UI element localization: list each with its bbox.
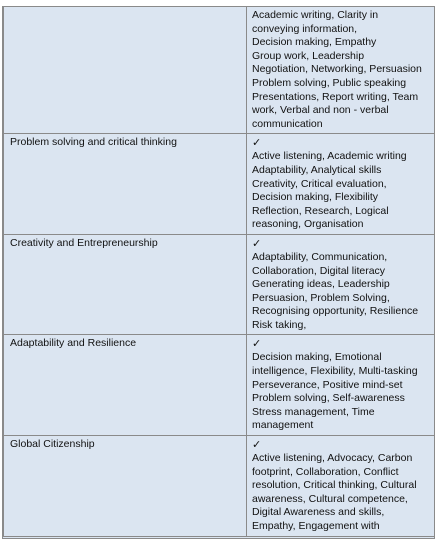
checkmark-icon: ✓ <box>252 337 262 351</box>
skills-text-line: awareness, Cultural competence, <box>252 492 408 505</box>
skills-cell: ✓ Active listening, Academic writing Adapt… <box>246 133 434 235</box>
attribute-label: Global Citizenship <box>10 438 95 451</box>
checkmark-icon: ✓ <box>252 136 262 150</box>
skills-text-line: communication <box>252 117 323 130</box>
skills-table-body: Academic writing, Clarity in conveying in… <box>3 6 434 537</box>
skills-text-line: Generating ideas, Leadership <box>252 278 390 291</box>
attribute-cell: Creativity and Entrepreneurship <box>3 233 247 336</box>
skills-cell: Academic writing, Clarity in conveying in… <box>246 6 434 135</box>
skills-text-line: Adaptability, Analytical skills <box>252 163 382 176</box>
skills-table-region: Academic writing, Clarity in conveying in… <box>2 6 435 539</box>
checkmark-icon: ✓ <box>252 236 262 250</box>
skills-text-line: Decision making, Flexibility <box>252 191 379 204</box>
attribute-cell: Adaptability and Resilience <box>3 334 247 437</box>
skills-text-line: management <box>252 419 314 432</box>
skills-text-line: Active listening, Advocacy, Carbon <box>252 452 413 465</box>
skills-text-line: Perseverance, Positive mind-set <box>252 378 403 391</box>
skills-text-line: Collaboration, Digital literacy <box>252 264 386 277</box>
skills-cell: ✓ Adaptability, Communication, Collaborati… <box>246 233 434 336</box>
attribute-cell: Global Citizenship <box>3 435 247 537</box>
skills-text-line: Recognising opportunity, Resilience <box>252 305 419 318</box>
attribute-label: Problem solving and critical thinking <box>10 136 177 149</box>
skills-text-line: Risk taking, <box>252 318 307 331</box>
attribute-cell: Problem solving and critical thinking <box>3 133 247 235</box>
attribute-label: Creativity and Entrepreneurship <box>10 236 158 249</box>
table-row: Global Citizenship ✓ Active listening, Adv… <box>3 435 434 537</box>
skills-cell: ✓ Decision making, Emotional intelligence,… <box>246 334 434 437</box>
skills-text-line: footprint, Collaboration, Conflict <box>252 465 399 478</box>
attribute-cell <box>3 6 247 135</box>
skills-text-line: Reflection, Research, Logical <box>252 204 389 217</box>
skills-text-line: intelligence, Flexibility, Multi-tasking <box>252 365 418 378</box>
table-row: Problem solving and critical thinking ✓ Ac… <box>3 133 434 235</box>
skills-text-line: Problem solving, Public speaking <box>252 76 407 89</box>
skills-text-line: Negotiation, Networking, Persuasion <box>252 63 422 76</box>
skills-text-line: Empathy, Engagement with <box>252 520 380 532</box>
skills-text-line: Digital Awareness and skills, <box>252 506 385 519</box>
skills-text-line: resolution, Critical thinking, Cultural <box>252 479 417 492</box>
skills-text-line: Group work, Leadership <box>252 49 365 62</box>
skills-text-line: Creativity, Critical evaluation, <box>252 177 387 190</box>
skills-text-line: reasoning, Organisation <box>252 218 364 231</box>
skills-text-line: Decision making, Emotional <box>252 351 382 364</box>
table-row: Creativity and Entrepreneurship ✓ Adaptabi… <box>3 233 434 336</box>
skills-text-line: Persuasion, Problem Solving, <box>252 291 390 304</box>
skills-text-line: work, Verbal and non - verbal <box>252 104 389 117</box>
checkmark-icon: ✓ <box>252 438 262 452</box>
table-row: Academic writing, Clarity in conveying in… <box>3 6 434 135</box>
skills-text-line: Stress management, Time <box>252 405 375 418</box>
skills-text-line: Problem solving, Self-awareness <box>252 392 405 405</box>
skills-text-line: Presentations, Report writing, Team <box>252 90 419 103</box>
attribute-label: Adaptability and Resilience <box>10 337 137 350</box>
skills-cell: ✓ Active listening, Advocacy, Carbon footp… <box>246 435 434 537</box>
skills-text-line: Adaptability, Communication, <box>252 250 388 263</box>
skills-text-line: Academic writing, Clarity in <box>252 9 379 21</box>
skills-table: Academic writing, Clarity in conveying in… <box>3 6 434 537</box>
skills-text-line: Active listening, Academic writing <box>252 150 407 163</box>
skills-text-line: conveying information, <box>252 22 358 35</box>
skills-text-line: Decision making, Empathy <box>252 36 377 49</box>
table-row: Adaptability and Resilience ✓ Decision mak… <box>3 334 434 437</box>
